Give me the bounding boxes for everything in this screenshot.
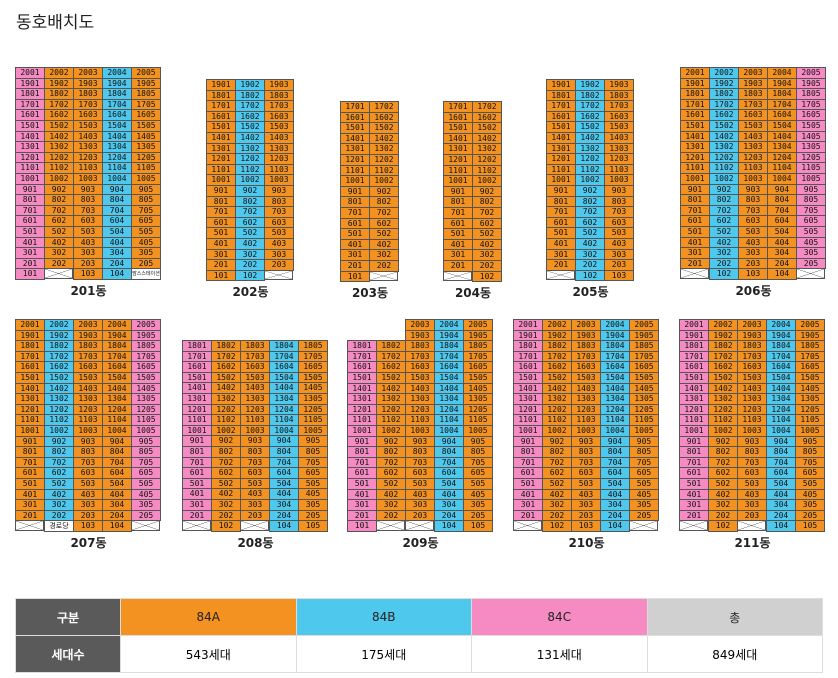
unit-cell: 101 (206, 269, 236, 282)
unit-grid: 1901 1902 1903 1801 1802 1803 1701 1702 1703 1601… (206, 79, 295, 282)
legend-count-total: 849세대 (646, 635, 823, 673)
building-206동: 2001 2002 2003 2004 2005 1901 1902 1903 1904 1905… (680, 67, 827, 298)
unit-grid: 2001 2002 2003 2004 2005 1901 1902 1903 1904 1905… (15, 319, 162, 532)
unit-cell: 104 (600, 520, 630, 532)
unit-cell: 104 (102, 268, 132, 280)
legend-type-84a: 84A (120, 598, 297, 636)
building-name: 206동 (735, 284, 772, 298)
empty-unit-cell (405, 520, 434, 531)
unit-grid: 2003 2004 2005 1903 1904 1905 1801 1802 1803 1804… (347, 319, 494, 532)
unit-cell: 102 (542, 520, 572, 532)
unit-cell: 102 (472, 270, 502, 283)
empty-unit-cell (182, 520, 211, 531)
unit-cell: 105 (463, 520, 493, 532)
building-name: 201동 (70, 284, 107, 298)
legend-count-84b: 175세대 (295, 635, 472, 673)
page-title: 동호배치도 (16, 13, 95, 33)
blank-cell (376, 330, 405, 341)
building-210동: 2001 2002 2003 2004 2005 1901 1902 1903 1904 1905… (513, 319, 660, 550)
building-name: 202동 (232, 285, 269, 300)
unit-cell: 104 (102, 520, 132, 532)
legend-type-row: 구분 84A 84B 84C 총 (15, 598, 823, 636)
unit-cell: 103 (738, 268, 768, 280)
legend-count-label: 세대수 (15, 635, 121, 673)
empty-unit-cell (629, 520, 658, 531)
legend-count-row: 세대수 543세대 175세대 131세대 849세대 (15, 635, 823, 673)
empty-unit-cell (264, 269, 293, 281)
unit-grid: 1801 1802 1803 1804 1805 1701 1702 1703 1704 1705… (182, 340, 329, 532)
unit-cell: 102 (211, 520, 241, 532)
empty-unit-cell (44, 268, 73, 279)
building-209동: 2003 2004 2005 1903 1904 1905 1801 1802 1803 1804… (347, 319, 494, 550)
empty-unit-cell (737, 520, 766, 531)
building-202동: 1901 1902 1903 1801 1802 1803 1701 1702 1703 1601… (206, 79, 295, 299)
unit-grid: 1701 1702 1601 1602 1501 1502 1401 1402 1301 1302… (340, 101, 400, 283)
building-201동: 2001 2002 2003 2004 2005 1901 1902 1903 1904 1905… (15, 67, 162, 298)
legend-header-label: 구분 (15, 598, 121, 636)
unit-cell: 101 (15, 268, 45, 280)
unit-cell: 103 (73, 268, 103, 280)
building-layout: 2001 2002 2003 2004 2005 1901 1902 1903 1904 1905… (15, 67, 827, 550)
unit-grid: 2001 2002 2003 2004 2005 1901 1902 1903 1904 1905… (513, 319, 660, 532)
unit-cell: 103 (604, 269, 634, 282)
unit-cell: 104 (766, 520, 796, 532)
facility-label-cell: 경로당 (44, 520, 74, 532)
empty-unit-cell (680, 268, 709, 279)
unit-cell: 104 (434, 520, 464, 532)
unit-grid: 1701 1702 1601 1602 1501 1502 1401 1402 1301 1302… (443, 101, 503, 283)
building-name: 209동 (402, 536, 439, 550)
building-207동: 2001 2002 2003 2004 2005 1901 1902 1903 1904 1905… (15, 319, 162, 550)
building-name: 204동 (454, 286, 492, 301)
unit-cell: 102 (575, 269, 605, 282)
unit-cell: 104 (767, 268, 797, 280)
unit-grid: 2001 2002 2003 2004 2005 1901 1902 1903 1904 1905… (680, 67, 827, 280)
legend-type-total: 총 (646, 598, 823, 636)
empty-unit-cell (240, 520, 269, 531)
building-208동: 1801 1802 1803 1804 1805 1701 1702 1703 1704 1705… (182, 340, 329, 550)
empty-unit-cell (513, 520, 542, 531)
building-name: 211동 (734, 536, 771, 550)
unit-cell: 101 (340, 270, 370, 283)
building-name: 205동 (572, 285, 609, 300)
unit-grid: 2001 2002 2003 2004 2005 1901 1902 1903 1904 1905… (15, 67, 162, 280)
unit-cell: 101 (347, 520, 377, 532)
building-name: 207동 (70, 536, 107, 550)
building-204동: 1701 1702 1601 1602 1501 1502 1401 1402 1301 1302… (443, 101, 503, 300)
empty-unit-cell (443, 270, 472, 282)
legend-count-84a: 543세대 (120, 635, 297, 673)
unit-cell: 102 (235, 269, 265, 282)
empty-unit-cell (679, 520, 708, 531)
empty-unit-cell (15, 520, 44, 531)
legend-count-84c: 131세대 (471, 635, 648, 673)
unit-cell: 103 (571, 520, 601, 532)
building-211동: 2001 2002 2003 2004 2005 1901 1902 1903 1904 1905… (679, 319, 826, 550)
empty-unit-cell (369, 270, 398, 282)
unit-cell: 102 (708, 520, 738, 532)
building-name: 208동 (237, 535, 274, 550)
empty-unit-cell (546, 269, 575, 281)
unit-grid: 2001 2002 2003 2004 2005 1901 1902 1903 1904 1905… (679, 319, 826, 532)
building-203동: 1701 1702 1601 1602 1501 1502 1401 1402 1301 1302… (340, 101, 400, 300)
unit-cell: 104 (269, 520, 299, 532)
empty-unit-cell (376, 520, 405, 531)
empty-unit-cell (131, 520, 160, 531)
blank-cell (347, 330, 376, 341)
building-name: 203동 (351, 286, 389, 301)
unit-grid: 1901 1902 1903 1801 1802 1803 1701 1702 1703 1601… (546, 79, 635, 282)
unit-cell: 102 (709, 268, 739, 280)
unit-summary-table: 구분 84A 84B 84C 총 세대수 543세대 175세대 131세대 8… (15, 598, 823, 673)
building-205동: 1901 1902 1903 1801 1802 1803 1701 1702 1703 1601… (546, 79, 635, 299)
empty-unit-cell (796, 268, 825, 279)
legend-type-84c: 84C (471, 598, 648, 636)
building-name: 210동 (568, 536, 605, 550)
unit-cell: 105 (795, 520, 825, 532)
facility-label-cell: 맘스스테이션 (131, 268, 161, 280)
blank-cell (347, 319, 376, 330)
legend-type-84b: 84B (295, 598, 472, 636)
blank-cell (376, 319, 405, 330)
unit-cell: 105 (298, 520, 328, 532)
unit-cell: 103 (73, 520, 103, 532)
